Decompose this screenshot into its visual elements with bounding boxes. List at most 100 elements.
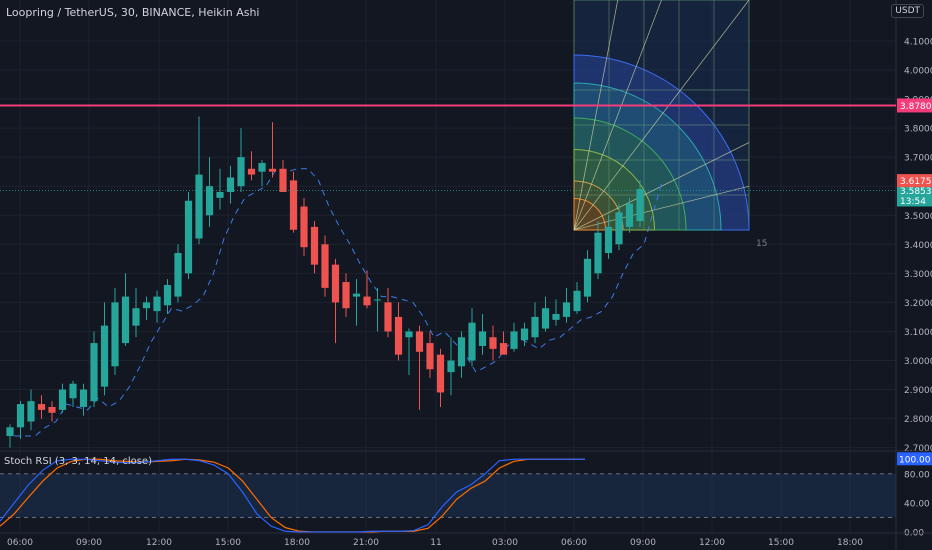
price-tick-label: 3.3000: [904, 270, 932, 280]
candle-body: [321, 244, 329, 288]
candle-body: [247, 168, 256, 175]
candle-9: [100, 302, 109, 396]
candle-40: [426, 331, 434, 378]
time-tick-label: 06:00: [7, 538, 33, 548]
candle-body: [205, 186, 214, 216]
candle-body: [37, 404, 46, 410]
candle-body: [184, 200, 193, 274]
candle-37: [394, 302, 403, 361]
candle-23: [247, 151, 256, 181]
time-tick-label: 09:00: [630, 538, 656, 548]
candle-body: [405, 331, 413, 338]
candle-body: [237, 157, 245, 187]
candle-2: [27, 389, 35, 431]
candle-body: [342, 282, 350, 309]
candle-body: [363, 296, 371, 306]
price-tick-label: 3.0000: [904, 357, 932, 367]
candle-body: [478, 331, 487, 346]
candle-body: [625, 203, 634, 227]
price-tick-label: 3.7000: [904, 154, 932, 164]
time-tick-label: 12:00: [146, 538, 172, 548]
candle-6: [69, 380, 77, 407]
candle-28: [300, 197, 308, 256]
candle-60: [636, 180, 644, 227]
time-tick-label: 11: [430, 538, 441, 548]
stoch-k-line: [0, 458, 585, 533]
candle-29: [310, 221, 319, 274]
candle-27: [289, 171, 298, 233]
stoch-tick-label: 80.00: [904, 470, 930, 480]
currency-badge[interactable]: USDT: [891, 4, 924, 18]
time-tick-label: 03:00: [492, 538, 518, 548]
candle-body: [289, 180, 298, 230]
candle-17: [184, 192, 193, 280]
candle-1: [16, 401, 25, 439]
candle-body: [79, 389, 88, 407]
time-tick-label: 18:00: [837, 538, 863, 548]
candle-body: [163, 284, 172, 306]
candle-body: [174, 253, 182, 297]
candle-12: [132, 287, 140, 338]
candle-body: [562, 302, 571, 317]
chart-title: Loopring / TetherUS, 30, BINANCE, Heikin…: [6, 6, 260, 19]
countdown-label: 13:54: [900, 197, 926, 207]
price-tick-label: 2.9000: [904, 386, 932, 396]
candle-25: [268, 122, 277, 178]
candle-body: [331, 264, 340, 303]
candle-body: [531, 316, 539, 338]
time-tick-label: 15:00: [215, 538, 241, 548]
candle-body: [489, 337, 497, 349]
candle-13: [142, 296, 151, 320]
candle-body: [226, 177, 235, 193]
candle-body: [258, 162, 266, 172]
candle-body: [415, 331, 424, 352]
candle-15: [163, 279, 172, 315]
candle-body: [216, 192, 224, 198]
last-price-label: 3.5853: [900, 187, 932, 197]
candle-body: [153, 296, 161, 312]
candle-body: [373, 299, 382, 301]
candle-body: [6, 427, 14, 437]
time-tick-label: 12:00: [699, 538, 725, 548]
candle-34: [363, 270, 371, 309]
candle-body: [58, 389, 67, 410]
candle-58: [615, 203, 623, 251]
gann-fan-line-3: [573, 185, 750, 231]
candle-26: [279, 160, 287, 193]
candle-body: [520, 328, 529, 341]
candle-body: [436, 354, 445, 393]
last-price-badge: [897, 184, 932, 207]
candle-body: [111, 302, 119, 367]
candle-body: [121, 296, 130, 344]
candle-body: [583, 258, 592, 297]
candle-42: [447, 337, 455, 396]
stoch-tick-label: 40.00: [904, 499, 930, 509]
time-tick-label: 15:00: [768, 538, 794, 548]
horizontal-line-label: 3.8780: [900, 102, 932, 112]
price-tick-label: 2.8000: [904, 415, 932, 425]
stoch-value-badge: [897, 452, 932, 466]
candle-7: [79, 383, 88, 416]
candle-8: [90, 331, 98, 407]
gann-fan-line-1: [573, 142, 750, 231]
candle-body: [279, 168, 287, 193]
candle-11: [121, 273, 130, 346]
candle-21: [226, 165, 235, 204]
candle-body: [573, 290, 581, 312]
candle-body: [100, 325, 109, 387]
candle-body: [132, 308, 140, 326]
candle-body: [310, 226, 319, 265]
time-tick-label: 21:00: [353, 538, 379, 548]
time-tick-label: 09:00: [76, 538, 102, 548]
gann-label: 15: [756, 239, 767, 249]
candle-body: [384, 302, 392, 332]
candle-body: [352, 293, 361, 297]
candle-body: [48, 406, 56, 413]
price-tick-label: 4.0000: [904, 67, 932, 77]
candle-body: [16, 404, 25, 428]
candle-32: [342, 273, 350, 317]
candle-19: [205, 157, 214, 227]
candle-50: [531, 302, 539, 344]
